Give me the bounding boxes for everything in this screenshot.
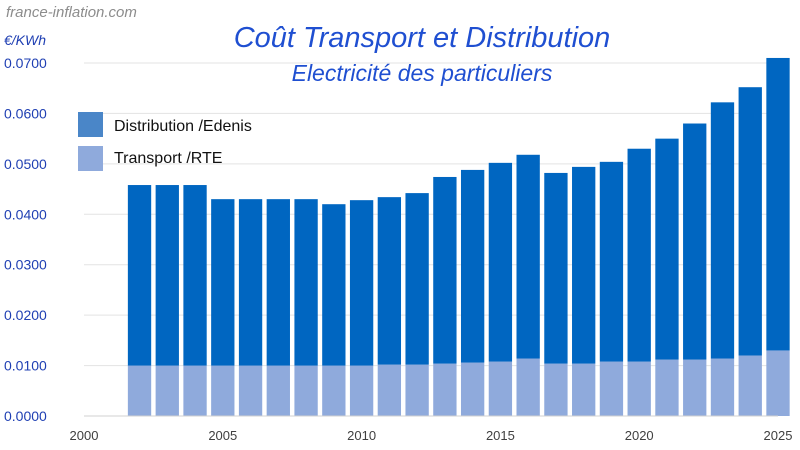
y-tick-label: 0.0000 [4, 408, 47, 424]
bar-distribution-edenis-2024 [738, 87, 762, 356]
bar-distribution-edenis-2011 [377, 197, 402, 365]
x-tick-label: 2000 [70, 428, 99, 443]
chart-title: Coût Transport et Distribution [234, 22, 611, 54]
legend-swatch-distribution [78, 112, 103, 137]
bar-transport-rte-2011 [377, 364, 402, 416]
bar-distribution-edenis-2004 [183, 185, 207, 366]
x-tick-label: 2025 [764, 428, 793, 443]
legend-label-distribution: Distribution /Edenis [114, 118, 252, 135]
bar-distribution-edenis-2013 [433, 176, 457, 364]
bar-transport-rte-2014 [460, 362, 485, 416]
bar-distribution-edenis-2021 [655, 138, 679, 360]
bar-distribution-edenis-2023 [710, 102, 735, 359]
bar-distribution-edenis-2007 [266, 199, 290, 366]
bar-transport-rte-2022 [683, 359, 707, 416]
y-tick-label: 0.0500 [4, 156, 47, 172]
bar-transport-rte-2006 [238, 365, 263, 416]
bar-transport-rte-2015 [488, 361, 513, 416]
bar-transport-rte-2017 [544, 363, 568, 416]
bar-distribution-edenis-2025 [766, 57, 790, 351]
bar-distribution-edenis-2014 [460, 169, 485, 363]
bar-transport-rte-2020 [627, 361, 651, 416]
legend: Distribution /Edenis Transport /RTE [78, 112, 252, 171]
y-axis-unit-label: €/KWh [4, 32, 46, 48]
bar-distribution-edenis-2008 [294, 199, 318, 366]
legend-label-transport: Transport /RTE [114, 150, 222, 167]
bar-transport-rte-2003 [155, 365, 179, 416]
bar-distribution-edenis-2020 [627, 148, 651, 362]
bar-distribution-edenis-2002 [127, 185, 152, 366]
axes: 0.0000 0.0100 0.0200 0.0300 0.0400 0.0500 0.06… [4, 55, 792, 443]
bars [127, 57, 790, 416]
bar-transport-rte-2013 [433, 363, 457, 416]
bar-transport-rte-2004 [183, 365, 207, 416]
bar-transport-rte-2010 [349, 365, 374, 416]
bar-transport-rte-2018 [572, 363, 596, 416]
bar-distribution-edenis-2017 [544, 172, 568, 364]
bar-transport-rte-2005 [211, 365, 235, 416]
x-tick-label: 2010 [347, 428, 376, 443]
bar-transport-rte-2023 [710, 358, 735, 416]
y-tick-label: 0.0400 [4, 206, 47, 222]
bar-transport-rte-2021 [655, 359, 679, 416]
legend-swatch-transport [78, 146, 103, 171]
bar-transport-rte-2002 [127, 365, 152, 416]
bar-transport-rte-2024 [738, 355, 762, 416]
y-tick-label: 0.0300 [4, 257, 47, 273]
y-tick-label: 0.0100 [4, 358, 47, 374]
bar-transport-rte-2019 [599, 361, 624, 416]
bar-distribution-edenis-2010 [349, 200, 374, 366]
x-tick-label: 2015 [486, 428, 515, 443]
bar-distribution-edenis-2012 [405, 193, 429, 365]
x-tick-label: 2005 [208, 428, 237, 443]
bar-transport-rte-2008 [294, 365, 318, 416]
bar-transport-rte-2012 [405, 364, 429, 416]
x-tick-label: 2020 [625, 428, 654, 443]
bar-transport-rte-2007 [266, 365, 290, 416]
y-tick-label: 0.0200 [4, 307, 47, 323]
bar-distribution-edenis-2022 [683, 123, 707, 360]
bar-distribution-edenis-2015 [488, 162, 513, 362]
bar-distribution-edenis-2006 [238, 199, 263, 366]
y-tick-label: 0.0600 [4, 105, 47, 121]
bar-distribution-edenis-2005 [211, 199, 235, 366]
bar-transport-rte-2009 [322, 365, 346, 416]
chart-subtitle: Electricité des particuliers [292, 60, 553, 86]
bar-distribution-edenis-2016 [516, 154, 540, 359]
bar-distribution-edenis-2019 [599, 161, 624, 362]
bar-transport-rte-2016 [516, 358, 540, 416]
bar-distribution-edenis-2003 [155, 185, 179, 366]
y-tick-label: 0.0700 [4, 55, 47, 71]
bar-distribution-edenis-2018 [572, 166, 596, 364]
bar-transport-rte-2025 [766, 350, 790, 416]
source-label: france-inflation.com [6, 4, 137, 21]
bar-distribution-edenis-2009 [322, 204, 346, 366]
